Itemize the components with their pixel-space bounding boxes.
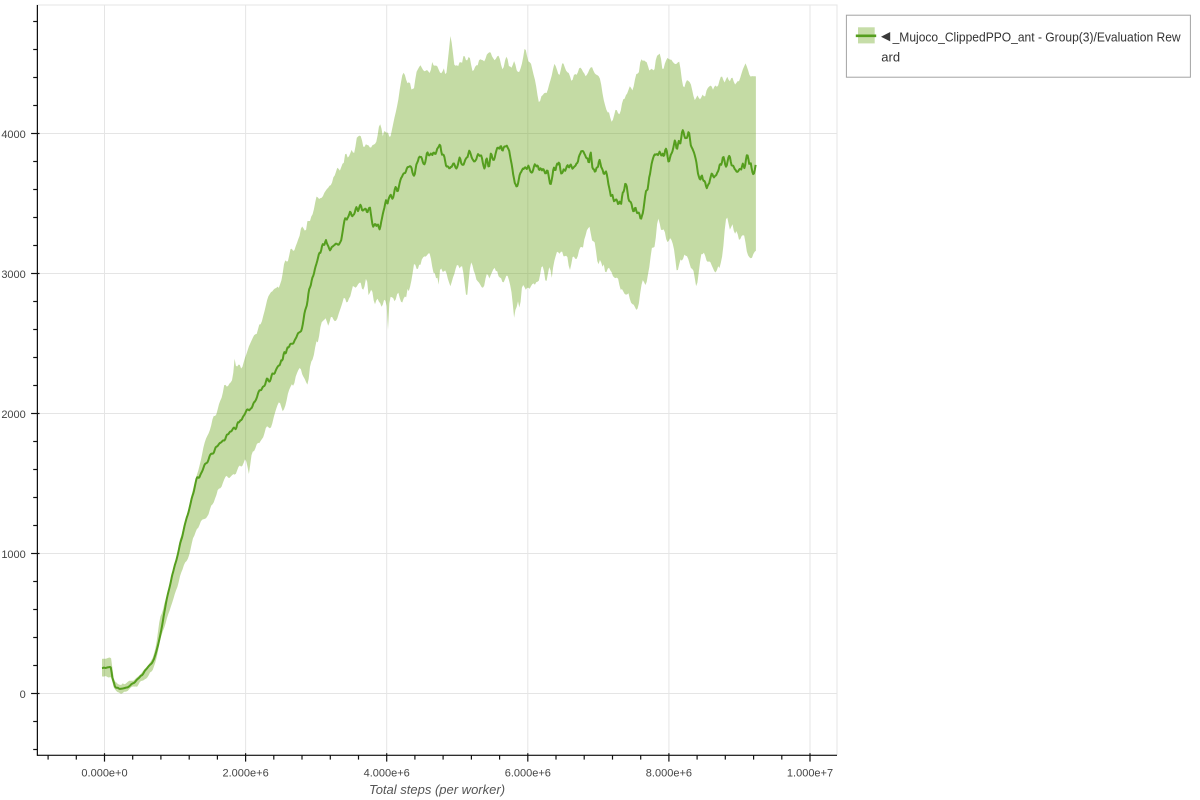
svg-text:1.000e+7: 1.000e+7 <box>787 767 833 779</box>
svg-text:_Mujoco_ClippedPPO_ant - Group: _Mujoco_ClippedPPO_ant - Group(3)/Evalua… <box>892 30 1181 45</box>
svg-text:8.000e+6: 8.000e+6 <box>646 767 692 779</box>
svg-text:1000: 1000 <box>1 549 25 561</box>
svg-text:ard: ard <box>881 50 900 65</box>
svg-text:Total steps (per worker): Total steps (per worker) <box>369 782 505 797</box>
svg-text:2.000e+6: 2.000e+6 <box>223 767 269 779</box>
svg-text:2000: 2000 <box>1 409 25 421</box>
svg-text:0: 0 <box>20 689 26 701</box>
svg-text:4.000e+6: 4.000e+6 <box>364 767 410 779</box>
svg-text:0.000e+0: 0.000e+0 <box>81 767 127 779</box>
svg-text:4000: 4000 <box>1 129 25 141</box>
svg-text:3000: 3000 <box>1 269 25 281</box>
svg-text:6.000e+6: 6.000e+6 <box>505 767 551 779</box>
